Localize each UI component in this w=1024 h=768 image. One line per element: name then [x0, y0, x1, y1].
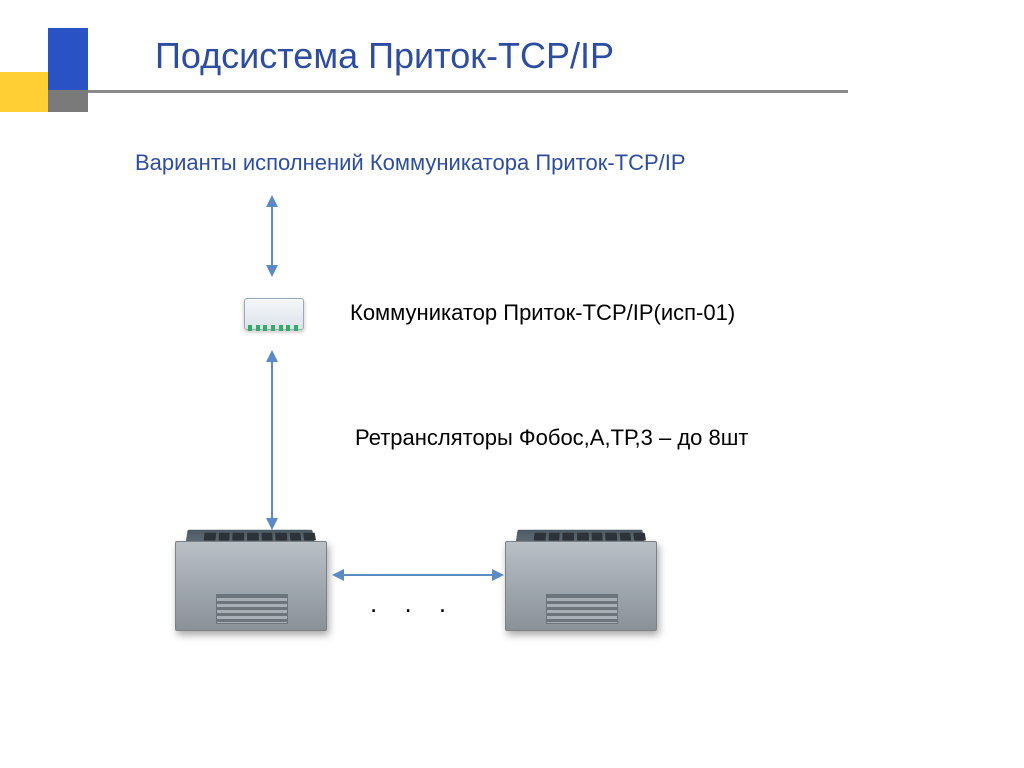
ellipsis: . . .: [370, 588, 456, 619]
decor-underline: [88, 90, 848, 93]
arrow-top-line: [271, 205, 273, 267]
retranslators-label: Ретрансляторы Фобос,А,ТР,3 – до 8шт: [355, 425, 749, 451]
slide-title: Подсистема Приток-TCP/IP: [155, 35, 614, 77]
cabinet-left: [175, 525, 325, 635]
arrow-top-head-down: [266, 265, 278, 277]
decor-blue-block: [48, 28, 88, 90]
arrow-bottom-head-right: [492, 569, 504, 581]
arrow-bottom-line: [342, 574, 494, 576]
decor-gray-block: [48, 90, 88, 112]
communicator-label: Коммуникатор Приток-TCP/IP(исп-01): [350, 300, 735, 326]
communicator-device: [238, 290, 308, 335]
arrow-mid-line: [271, 360, 273, 520]
cabinet-right: [505, 525, 655, 635]
slide: Подсистема Приток-TCP/IP Варианты исполн…: [0, 0, 1024, 768]
slide-subtitle: Варианты исполнений Коммуникатора Приток…: [135, 150, 686, 176]
